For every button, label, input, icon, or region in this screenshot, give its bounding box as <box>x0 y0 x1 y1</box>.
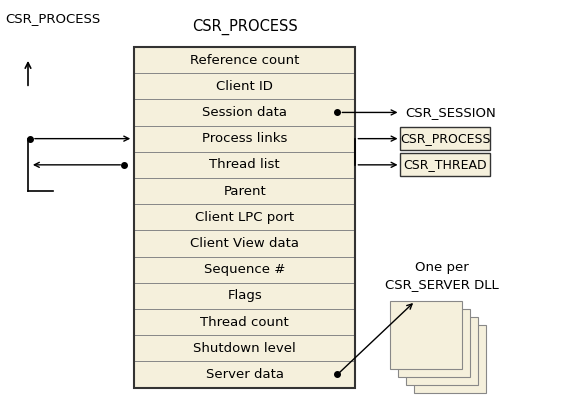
Text: Thread count: Thread count <box>200 316 289 328</box>
Text: Session data: Session data <box>202 106 288 119</box>
Text: Thread list: Thread list <box>209 158 280 171</box>
Text: Client View data: Client View data <box>190 237 299 250</box>
Text: Shutdown level: Shutdown level <box>194 342 296 355</box>
Bar <box>134 256 355 283</box>
Bar <box>134 126 355 152</box>
Text: Server data: Server data <box>206 368 284 381</box>
Bar <box>401 153 491 176</box>
Bar <box>134 47 355 73</box>
Bar <box>134 152 355 178</box>
Bar <box>134 204 355 230</box>
Text: Client ID: Client ID <box>216 80 273 93</box>
Text: Parent: Parent <box>224 184 266 197</box>
Bar <box>406 317 478 385</box>
Text: CSR_PROCESS: CSR_PROCESS <box>192 19 298 35</box>
Bar <box>134 335 355 361</box>
Bar <box>134 47 355 388</box>
Bar <box>134 309 355 335</box>
Text: Reference count: Reference count <box>190 54 299 67</box>
Bar <box>134 361 355 388</box>
Bar <box>134 73 355 99</box>
Text: CSR_THREAD: CSR_THREAD <box>404 158 487 171</box>
Bar <box>398 309 470 377</box>
Text: CSR_PROCESS: CSR_PROCESS <box>5 12 100 25</box>
Text: Flags: Flags <box>228 290 262 303</box>
Bar <box>401 127 491 150</box>
Bar <box>414 325 486 393</box>
Text: One per
CSR_SERVER DLL: One per CSR_SERVER DLL <box>385 261 499 291</box>
Bar <box>134 230 355 256</box>
Text: CSR_SESSION: CSR_SESSION <box>405 106 496 119</box>
Bar <box>390 301 462 369</box>
Bar <box>134 283 355 309</box>
Text: CSR_PROCESS: CSR_PROCESS <box>400 132 491 145</box>
Text: Sequence #: Sequence # <box>204 263 285 276</box>
Bar <box>134 178 355 204</box>
Text: Client LPC port: Client LPC port <box>195 211 294 224</box>
Text: Process links: Process links <box>202 132 288 145</box>
Bar <box>134 99 355 126</box>
